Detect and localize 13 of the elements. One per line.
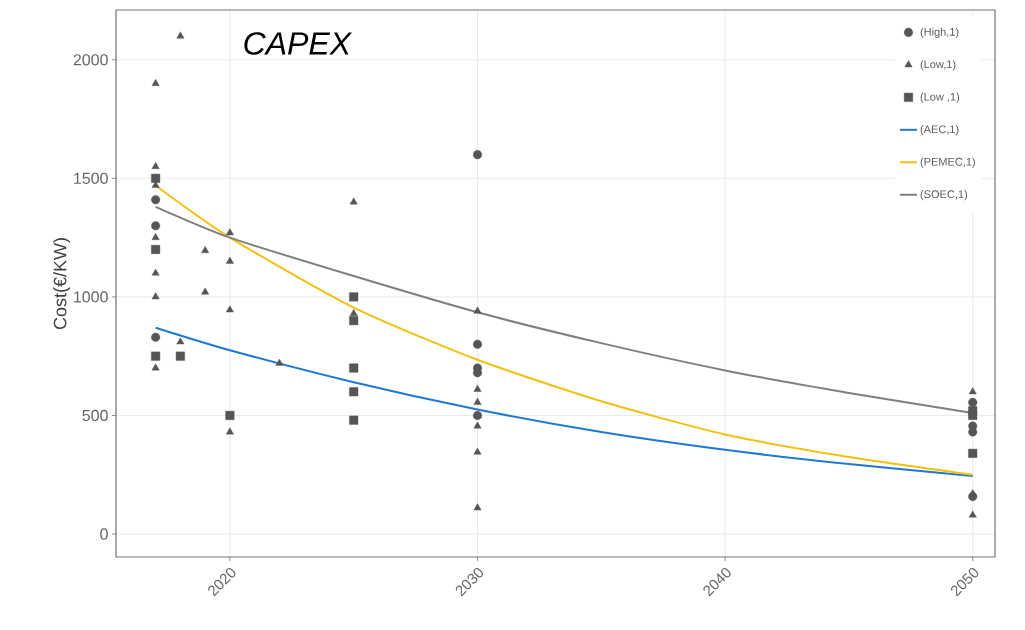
y-tick-label: 1000 <box>74 291 108 303</box>
y-tick-label: 0 <box>100 528 108 540</box>
legend-label: (Low,1) <box>920 60 956 71</box>
legend-label: (AEC,1) <box>920 125 959 136</box>
legend-label: (PEMEC,1) <box>920 157 975 168</box>
y-tick-label: 2000 <box>73 54 108 66</box>
y-tick-label: 1500 <box>74 172 108 185</box>
legend-label: (High,1) <box>920 27 959 38</box>
y-axis-title: Cost(€/KW) <box>53 238 71 330</box>
y-tick-label: 500 <box>82 409 108 422</box>
legend-label: (Low ,1) <box>920 92 960 103</box>
legend-label: (SOEC,1) <box>920 190 967 201</box>
text: CAPEX <box>244 32 353 55</box>
